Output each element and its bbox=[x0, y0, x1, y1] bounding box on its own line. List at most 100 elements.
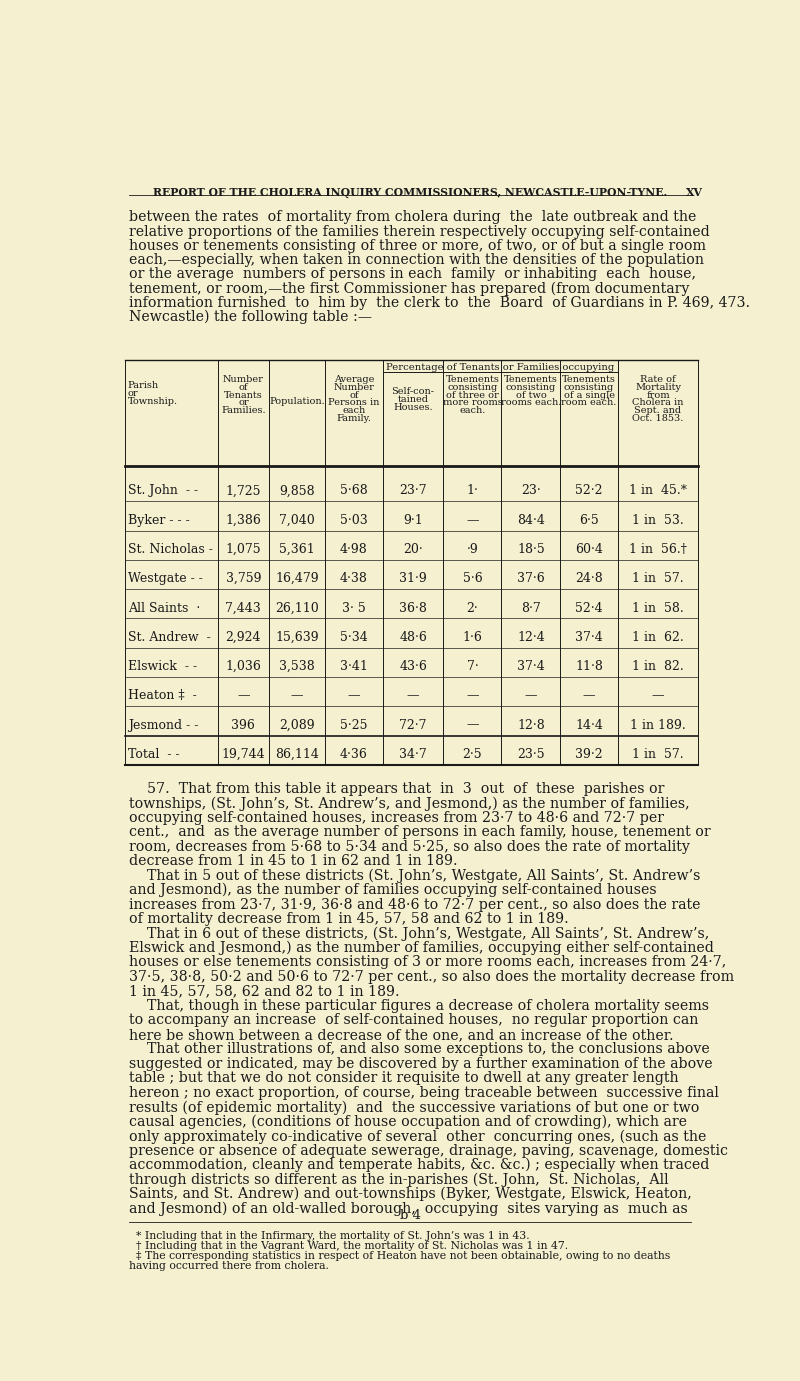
Text: Byker - - -: Byker - - - bbox=[128, 514, 190, 526]
Text: 84·4: 84·4 bbox=[517, 514, 545, 526]
Text: Saints, and St. Andrew) and out-townships (Byker, Westgate, Elswick, Heaton,: Saints, and St. Andrew) and out-township… bbox=[130, 1188, 692, 1201]
Text: Tenants: Tenants bbox=[224, 391, 262, 399]
Text: of two: of two bbox=[515, 391, 546, 399]
Text: Number: Number bbox=[334, 383, 374, 392]
Text: cent.,  and  as the average number of persons in each family, house, tenement or: cent., and as the average number of pers… bbox=[130, 826, 711, 840]
Text: 6·5: 6·5 bbox=[579, 514, 599, 526]
Text: each: each bbox=[342, 406, 366, 414]
Text: of mortality decrease from 1 in 45, 57, 58 and 62 to 1 in 189.: of mortality decrease from 1 in 45, 57, … bbox=[130, 911, 570, 927]
Text: room each.: room each. bbox=[562, 398, 617, 407]
Text: Newcastle) the following table :—: Newcastle) the following table :— bbox=[130, 311, 373, 325]
Text: Parish: Parish bbox=[128, 381, 159, 391]
Text: 36·8: 36·8 bbox=[399, 602, 427, 615]
Text: —: — bbox=[652, 689, 664, 703]
Text: 57.  That from this table it appears that  in  3  out  of  these  parishes or: 57. That from this table it appears that… bbox=[130, 782, 665, 795]
Text: between the rates  of mortality from cholera during  the  late outbreak and the: between the rates of mortality from chol… bbox=[130, 210, 697, 224]
Text: to accompany an increase  of self-contained houses,  no regular proportion can: to accompany an increase of self-contain… bbox=[130, 1014, 699, 1027]
Text: 1 in 45, 57, 58, 62 and 82 to 1 in 189.: 1 in 45, 57, 58, 62 and 82 to 1 in 189. bbox=[130, 985, 400, 998]
Text: 1·6: 1·6 bbox=[462, 631, 482, 644]
Text: All Saints  ·: All Saints · bbox=[128, 602, 200, 615]
Text: 1 in  62.: 1 in 62. bbox=[632, 631, 684, 644]
Text: table ; but that we do not consider it requisite to dwell at any greater length: table ; but that we do not consider it r… bbox=[130, 1072, 679, 1085]
Text: XV: XV bbox=[686, 188, 703, 199]
Text: Persons in: Persons in bbox=[328, 398, 379, 407]
Text: 7·: 7· bbox=[466, 660, 478, 673]
Text: 8·7: 8·7 bbox=[521, 602, 541, 615]
Text: St. John  - -: St. John - - bbox=[128, 485, 198, 497]
Text: —: — bbox=[407, 689, 419, 703]
Text: having occurred there from cholera.: having occurred there from cholera. bbox=[130, 1261, 330, 1272]
Text: and Jesmond) of an old-walled borough,  occupying  sites varying as  much as: and Jesmond) of an old-walled borough, o… bbox=[130, 1201, 688, 1215]
Text: Total  - -: Total - - bbox=[128, 747, 179, 761]
Text: 5·68: 5·68 bbox=[340, 485, 368, 497]
Text: Tenements: Tenements bbox=[504, 376, 558, 384]
Text: Sept. and: Sept. and bbox=[634, 406, 682, 414]
Text: —: — bbox=[466, 718, 478, 732]
Text: 3,538: 3,538 bbox=[279, 660, 314, 673]
Text: Self-con-: Self-con- bbox=[392, 388, 434, 396]
Text: 43·6: 43·6 bbox=[399, 660, 427, 673]
Text: causal agencies, (conditions of house occupation and of crowding), which are: causal agencies, (conditions of house oc… bbox=[130, 1114, 687, 1130]
Text: That, though in these particular figures a decrease of cholera mortality seems: That, though in these particular figures… bbox=[130, 998, 710, 1012]
Text: 396: 396 bbox=[231, 718, 255, 732]
Text: 37·5, 38·8, 50·2 and 50·6 to 72·7 per cent., so also does the mortality decrease: 37·5, 38·8, 50·2 and 50·6 to 72·7 per ce… bbox=[130, 969, 734, 983]
Text: Tenements: Tenements bbox=[446, 376, 499, 384]
Text: 2·: 2· bbox=[466, 602, 478, 615]
Text: 18·5: 18·5 bbox=[517, 543, 545, 557]
Text: 1 in  57.: 1 in 57. bbox=[632, 572, 684, 586]
Text: —: — bbox=[466, 689, 478, 703]
Text: Families.: Families. bbox=[221, 406, 266, 414]
Text: or: or bbox=[238, 398, 249, 407]
Text: 60·4: 60·4 bbox=[575, 543, 603, 557]
Text: tenement, or room,—the first Commissioner has prepared (from documentary: tenement, or room,—the first Commissione… bbox=[130, 282, 690, 296]
Text: suggested or indicated, may be discovered by a further examination of the above: suggested or indicated, may be discovere… bbox=[130, 1056, 713, 1070]
Text: 52·4: 52·4 bbox=[575, 602, 603, 615]
Text: rooms each.: rooms each. bbox=[501, 398, 561, 407]
Text: —: — bbox=[466, 514, 478, 526]
Text: 5·34: 5·34 bbox=[340, 631, 368, 644]
Text: increases from 23·7, 31·9, 36·8 and 48·6 to 72·7 per cent., so also does the rat: increases from 23·7, 31·9, 36·8 and 48·6… bbox=[130, 898, 701, 911]
Text: 7,040: 7,040 bbox=[279, 514, 314, 526]
Text: 26,110: 26,110 bbox=[275, 602, 318, 615]
Text: 86,114: 86,114 bbox=[275, 747, 318, 761]
Text: 1,725: 1,725 bbox=[226, 485, 261, 497]
Text: 4·38: 4·38 bbox=[340, 572, 368, 586]
Text: 1,036: 1,036 bbox=[226, 660, 262, 673]
Text: —: — bbox=[237, 689, 250, 703]
Text: 31·9: 31·9 bbox=[399, 572, 427, 586]
Text: Oct. 1853.: Oct. 1853. bbox=[632, 414, 684, 423]
Text: 1 in  53.: 1 in 53. bbox=[632, 514, 684, 526]
Text: 72·7: 72·7 bbox=[399, 718, 427, 732]
Text: more rooms: more rooms bbox=[442, 398, 502, 407]
Text: consisting: consisting bbox=[564, 383, 614, 392]
Text: Average: Average bbox=[334, 376, 374, 384]
Text: information furnished  to  him by  the clerk to  the  Board  of Guardians in P. : information furnished to him by the cler… bbox=[130, 296, 750, 309]
Text: 2·5: 2·5 bbox=[462, 747, 482, 761]
Text: REPORT OF THE CHOLERA INQUIRY COMMISSIONERS, NEWCASTLE-UPON-TYNE.: REPORT OF THE CHOLERA INQUIRY COMMISSION… bbox=[153, 188, 667, 199]
Text: 48·6: 48·6 bbox=[399, 631, 427, 644]
Text: 1·: 1· bbox=[466, 485, 478, 497]
Text: 19,744: 19,744 bbox=[222, 747, 265, 761]
Text: Population.: Population. bbox=[269, 396, 325, 406]
Text: Mortality: Mortality bbox=[635, 383, 681, 392]
Text: Heaton ‡  -: Heaton ‡ - bbox=[128, 689, 197, 703]
Text: or: or bbox=[128, 389, 138, 398]
Text: Family.: Family. bbox=[336, 414, 371, 423]
Text: from: from bbox=[646, 391, 670, 399]
Text: 34·7: 34·7 bbox=[399, 747, 427, 761]
Text: of: of bbox=[238, 383, 248, 392]
Text: —: — bbox=[290, 689, 303, 703]
Text: 9·1: 9·1 bbox=[403, 514, 423, 526]
Text: 5·6: 5·6 bbox=[462, 572, 482, 586]
Text: 3·41: 3·41 bbox=[340, 660, 368, 673]
Text: here be shown between a decrease of the one, and an increase of the other.: here be shown between a decrease of the … bbox=[130, 1027, 674, 1041]
Text: Jesmond - -: Jesmond - - bbox=[128, 718, 198, 732]
Text: Percentage of Tenants or Families occupying: Percentage of Tenants or Families occupy… bbox=[386, 363, 614, 371]
Text: Cholera in: Cholera in bbox=[632, 398, 684, 407]
Text: —: — bbox=[525, 689, 537, 703]
Text: St. Nicholas -: St. Nicholas - bbox=[128, 543, 213, 557]
Text: of three or: of three or bbox=[446, 391, 498, 399]
Text: consisting: consisting bbox=[506, 383, 556, 392]
Text: 1 in 189.: 1 in 189. bbox=[630, 718, 686, 732]
Text: 52·2: 52·2 bbox=[575, 485, 602, 497]
